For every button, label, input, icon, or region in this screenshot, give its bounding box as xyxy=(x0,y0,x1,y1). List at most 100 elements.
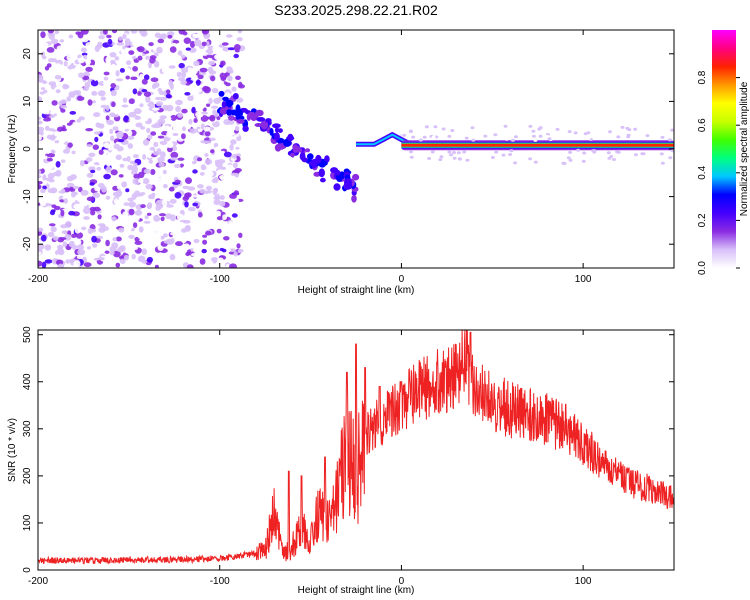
noise-blob xyxy=(187,95,194,102)
noise-blob xyxy=(262,247,267,252)
noise-blob xyxy=(216,58,222,65)
noise-blob xyxy=(211,105,219,109)
noise-blob xyxy=(244,224,249,229)
noise-blob xyxy=(163,184,168,189)
noise-blob xyxy=(168,79,173,87)
noise-blob xyxy=(72,121,79,129)
noise-blob xyxy=(61,136,66,144)
noise-blob xyxy=(258,193,263,198)
noise-blob xyxy=(180,256,187,263)
noise-blob xyxy=(133,162,138,168)
noise-blob xyxy=(151,192,156,197)
noise-blob xyxy=(185,251,191,257)
noise-blob xyxy=(272,241,276,245)
fringe-blob xyxy=(504,137,509,141)
noise-blob xyxy=(77,64,83,70)
noise-blob xyxy=(54,75,62,80)
noise-blob xyxy=(41,261,47,268)
fringe-blob xyxy=(427,157,432,160)
noise-blob xyxy=(62,241,68,248)
noise-blob xyxy=(93,55,102,62)
noise-blob xyxy=(208,60,216,66)
noise-blob xyxy=(269,78,274,82)
noise-blob xyxy=(122,33,127,40)
noise-blob xyxy=(130,160,135,165)
noise-blob xyxy=(54,140,60,144)
noise-blob xyxy=(55,161,61,168)
noise-blob xyxy=(38,60,44,66)
noise-blob xyxy=(255,158,260,163)
noise-blob xyxy=(111,101,116,108)
trace-blob xyxy=(273,132,280,142)
noise-blob xyxy=(273,179,277,184)
noise-blob xyxy=(82,75,90,81)
noise-blob xyxy=(138,226,144,233)
fringe-blob xyxy=(449,153,454,157)
spectrogram-x-label: Height of straight line (km) xyxy=(298,285,415,296)
noise-blob xyxy=(206,116,215,120)
noise-blob xyxy=(130,30,138,34)
x-tick-label: -200 xyxy=(28,274,48,285)
noise-blob xyxy=(197,212,203,218)
noise-blob xyxy=(126,156,131,162)
noise-blob xyxy=(105,166,112,173)
noise-blob xyxy=(59,237,67,241)
noise-blob xyxy=(271,166,276,171)
noise-blob xyxy=(244,56,249,61)
noise-blob xyxy=(241,225,246,230)
noise-blob xyxy=(93,74,98,81)
noise-blob xyxy=(200,103,205,109)
noise-blob xyxy=(42,185,47,190)
fringe-blob xyxy=(659,152,664,156)
noise-blob xyxy=(71,191,76,198)
noise-blob xyxy=(189,40,196,48)
colorbar-label: Normalized spectral amplitude xyxy=(739,81,750,216)
fringe-blob xyxy=(452,156,457,160)
noise-blob xyxy=(123,202,130,206)
trace-blob xyxy=(292,144,299,153)
noise-blob xyxy=(58,100,63,107)
trace-blob xyxy=(247,111,256,119)
noise-blob xyxy=(106,161,114,165)
noise-blob xyxy=(226,50,234,57)
noise-blob xyxy=(268,86,272,91)
noise-blob xyxy=(259,59,263,64)
noise-blob xyxy=(251,63,256,68)
fringe-blob xyxy=(640,152,645,156)
noise-blob xyxy=(86,172,94,178)
fringe-blob xyxy=(586,131,591,135)
noise-blob xyxy=(119,68,125,73)
fringe-blob xyxy=(668,138,672,142)
noise-blob xyxy=(162,169,167,175)
noise-blob xyxy=(180,54,186,59)
noise-blob xyxy=(134,115,141,120)
noise-blob xyxy=(105,115,110,121)
noise-blob xyxy=(94,172,100,178)
noise-blob xyxy=(48,128,55,132)
noise-blob xyxy=(237,237,243,241)
noise-blob xyxy=(238,84,245,89)
noise-blob xyxy=(193,118,198,123)
noise-blob xyxy=(182,126,186,132)
noise-blob xyxy=(113,143,120,150)
noise-blob xyxy=(175,105,182,113)
y-tick-label: 200 xyxy=(22,467,33,484)
fringe-blob xyxy=(424,125,429,129)
noise-blob xyxy=(172,126,180,132)
noise-blob xyxy=(236,37,243,42)
snr-plot-area xyxy=(37,329,675,565)
noise-blob xyxy=(42,174,47,181)
noise-blob xyxy=(46,157,53,162)
noise-blob xyxy=(44,244,52,251)
trace-blob xyxy=(287,133,294,142)
noise-blob xyxy=(38,227,44,232)
noise-blob xyxy=(60,128,67,132)
noise-blob xyxy=(59,131,66,138)
noise-blob xyxy=(109,73,118,78)
noise-blob xyxy=(90,169,96,174)
noise-blob xyxy=(38,260,43,267)
noise-blob xyxy=(252,68,257,73)
noise-blob xyxy=(197,197,204,203)
noise-blob xyxy=(65,259,71,264)
noise-blob xyxy=(239,61,244,66)
